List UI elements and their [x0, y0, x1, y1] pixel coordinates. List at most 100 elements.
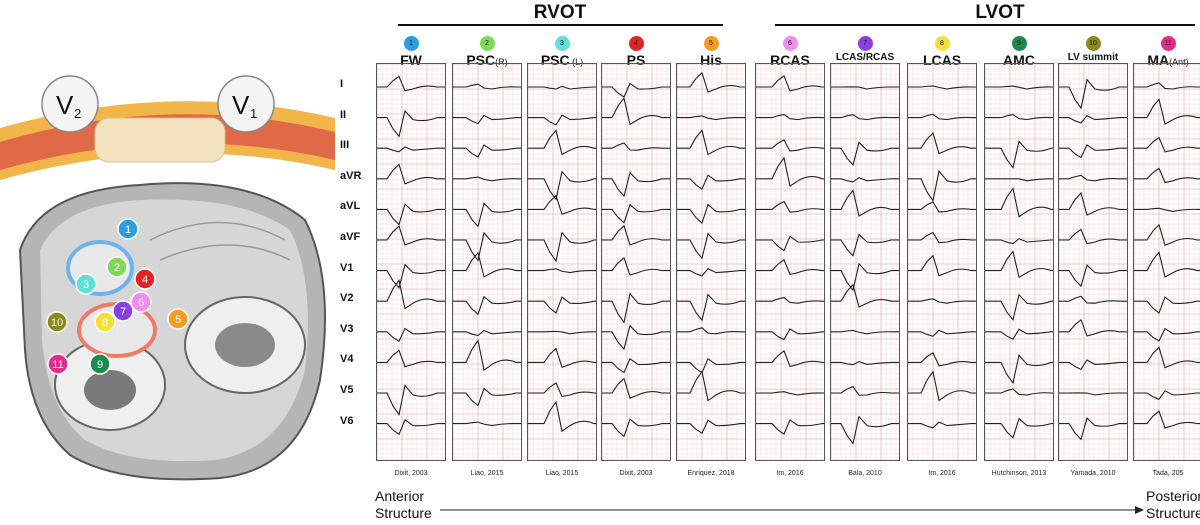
ecg-trace-V2: [1059, 295, 1127, 304]
ecg-trace-V4: [831, 360, 899, 366]
ecg-trace-V3: [1059, 318, 1127, 337]
column-citation: Liao, 2015: [545, 470, 579, 477]
anatomy-marker-8: 8: [94, 311, 116, 333]
ecg-trace-V5: [908, 370, 976, 402]
ecg-trace-V6: [453, 421, 521, 427]
svg-text:10: 10: [51, 317, 63, 329]
ecg-trace-II: [908, 113, 976, 121]
ecg-trace-V3: [908, 329, 976, 337]
ecg-trace-V6: [677, 419, 745, 435]
ecg-trace-V4: [908, 351, 976, 367]
ecg-trace-aVF: [985, 238, 1053, 245]
ecg-trace-V6: [908, 421, 976, 429]
ecg-trace-V2: [528, 296, 596, 314]
ecg-trace-V2: [985, 293, 1053, 322]
ecg-trace-V5: [453, 387, 521, 407]
ecg-trace-III: [453, 144, 521, 158]
ecg-trace-V2: [831, 283, 899, 308]
ecg-trace-I: [602, 82, 670, 98]
ecg-trace-aVL: [453, 202, 521, 228]
ecg-trace-V4: [602, 358, 670, 374]
ecg-strip-3: [527, 63, 597, 461]
ecg-trace-aVR: [831, 177, 899, 183]
anatomy-marker-9: 9: [89, 353, 111, 375]
lead-label-V3: V3: [340, 322, 354, 335]
ecg-trace-aVF: [908, 231, 976, 244]
anatomy-marker-3: 3: [75, 273, 97, 295]
column-citation: Liao, 2015: [470, 470, 504, 477]
anatomy-markers: 1 2 3 4 5 678 9 10 11: [46, 218, 189, 375]
ecg-strip-1: [376, 63, 446, 461]
ecg-trace-aVF: [1059, 228, 1127, 245]
column-label: LCAS/RCAS: [830, 52, 900, 63]
ecg-trace-V3: [831, 329, 899, 335]
anatomy-marker-4: 4: [134, 268, 156, 290]
anatomy-marker-5: 5: [167, 308, 189, 330]
ecg-trace-aVF: [453, 231, 521, 262]
svg-text:11: 11: [52, 359, 63, 371]
svg-text:V: V: [232, 90, 250, 120]
ecg-strip-4: [601, 63, 671, 461]
ecg-trace-V2: [1134, 296, 1200, 314]
ecg-trace-V2: [756, 296, 824, 304]
ecg-trace-II: [1134, 98, 1200, 125]
ecg-trace-V1: [1059, 264, 1127, 288]
svg-text:2: 2: [114, 262, 120, 274]
lead-label-aVL: aVL: [340, 200, 361, 213]
v1-electrode: V 1: [217, 75, 275, 133]
ecg-trace-aVF: [377, 225, 445, 246]
ecg-trace-III: [1059, 144, 1127, 159]
ecg-trace-V6: [1134, 410, 1200, 429]
column-header-7: 7 LCAS/RCAS: [830, 36, 900, 63]
column-label: LV summit: [1058, 52, 1128, 63]
ecg-trace-aVL: [1134, 207, 1200, 212]
anatomy-marker-1: 1: [117, 218, 139, 240]
ecg-trace-V4: [453, 339, 521, 371]
ecg-trace-aVL: [1059, 191, 1127, 216]
column-citation: Hutchinson, 2013: [991, 470, 1047, 477]
svg-text:1: 1: [125, 224, 131, 236]
column-citation: Tada, 205: [1152, 470, 1184, 477]
ecg-trace-V6: [1059, 417, 1127, 441]
column-label-text: LCAS/RCAS: [835, 52, 895, 63]
column-number-badge: 6: [782, 36, 798, 51]
ecg-trace-V1: [831, 262, 899, 292]
lead-label-II: II: [340, 108, 347, 121]
column-number-badge: 9: [1011, 36, 1027, 51]
ecg-trace-V3: [756, 328, 824, 341]
ecg-trace-V1: [453, 251, 521, 278]
ecg-trace-aVR: [602, 171, 670, 198]
column-citation: Yamada, 2010: [1070, 470, 1116, 477]
lead-label-V6: V6: [340, 414, 354, 427]
svg-text:2: 2: [74, 106, 81, 121]
ecg-trace-V4: [985, 354, 1053, 385]
ecg-trace-V4: [756, 350, 824, 368]
ecg-trace-V2: [677, 293, 745, 322]
ecg-trace-aVF: [756, 235, 824, 252]
column-label-subscript: (Ant): [1169, 57, 1189, 67]
ecg-trace-III: [908, 131, 976, 155]
ecg-trace-III: [1134, 136, 1200, 153]
ecg-trace-V4: [677, 357, 745, 374]
ecg-trace-III: [831, 141, 899, 167]
ecg-trace-V3: [528, 330, 596, 335]
ecg-trace-I: [528, 85, 596, 90]
ecg-strip-10: [1058, 63, 1128, 461]
column-number-badge: 2: [479, 36, 495, 51]
ecg-trace-III: [528, 129, 596, 156]
ecg-trace-V4: [377, 349, 445, 368]
ecg-strip-6: [755, 63, 825, 461]
ecg-trace-V5: [1059, 392, 1127, 396]
ecg-trace-V5: [985, 388, 1053, 396]
axis-start-label: Anterior Structure: [375, 488, 432, 521]
ecg-trace-II: [985, 114, 1053, 121]
ecg-strip-9: [984, 63, 1054, 461]
ecg-trace-V2: [908, 298, 976, 304]
column-number-badge: 5: [703, 36, 719, 51]
ecg-trace-I: [756, 75, 824, 92]
svg-text:6: 6: [138, 297, 144, 309]
column-citation: Dixit, 2003: [619, 470, 653, 477]
ecg-trace-V1: [377, 263, 445, 290]
ecg-trace-V3: [377, 327, 445, 343]
ecg-trace-I: [677, 71, 745, 93]
